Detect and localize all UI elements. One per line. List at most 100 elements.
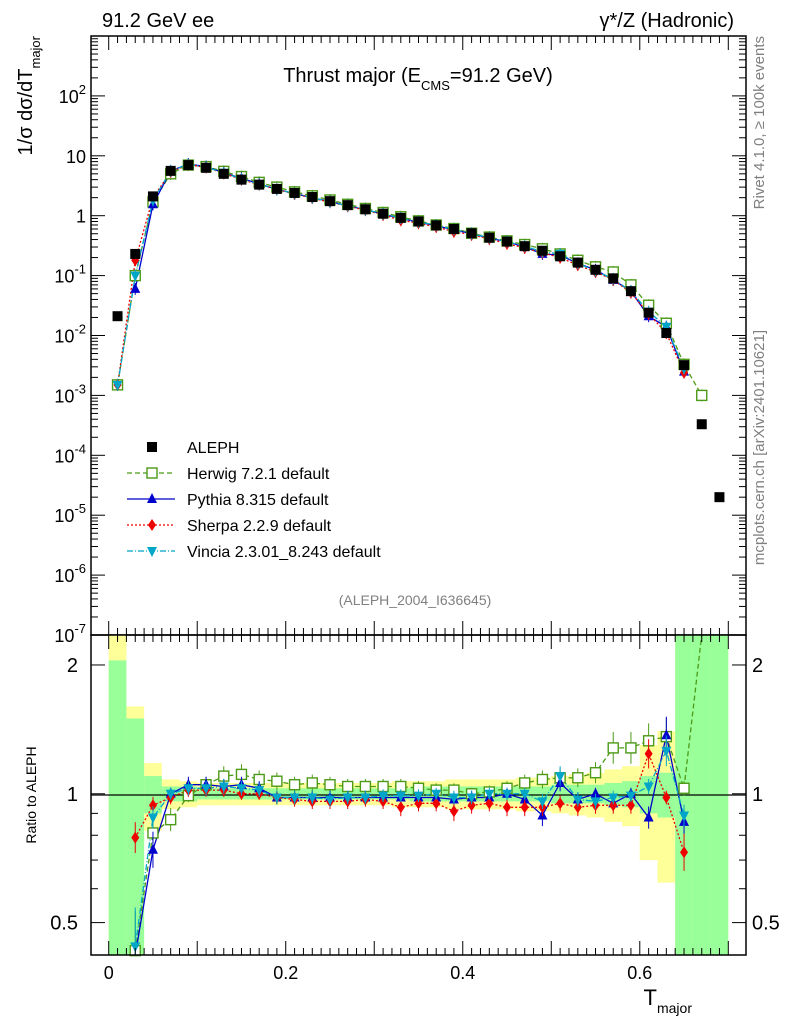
pythia-ratio-point: [590, 787, 601, 798]
vincia-ratio-point: [378, 791, 389, 802]
ratio-ytick-label-left: 0.5: [50, 913, 78, 935]
herwig-ratio-point: [288, 779, 301, 791]
aleph-data-point: [130, 248, 141, 259]
aleph-data-point: [608, 273, 619, 284]
vincia-ratio-point: [537, 797, 548, 808]
aleph-data-point: [254, 179, 265, 190]
aleph-data-point: [413, 216, 424, 227]
vincia-ratio-point: [307, 793, 318, 804]
vincia-ratio-point: [572, 795, 583, 806]
herwig-ratio-point: [589, 767, 602, 779]
pythia-ratio-line: [134, 735, 685, 956]
legend-marker-vincia: [147, 547, 157, 557]
aleph-data-point: [625, 286, 636, 297]
vincia-ratio-point: [218, 782, 229, 793]
sherpa-ratio-point: [131, 831, 140, 844]
ratio-ytick-label-right: 1: [752, 784, 763, 806]
aleph-data-point: [218, 168, 229, 179]
vincia-ratio-point: [466, 793, 477, 804]
vincia-ratio-point: [236, 784, 247, 795]
xtick-label: 0: [104, 963, 114, 983]
herwig-ratio-point: [324, 779, 336, 791]
sherpa-ratio-point: [449, 805, 458, 818]
vincia-ratio-point: [165, 789, 176, 800]
vincia-main-line: [116, 163, 685, 386]
aleph-data-point: [165, 165, 176, 176]
legend-label-sherpa: Sherpa 2.2.9 default: [187, 518, 332, 535]
vincia-ratio-point: [555, 772, 566, 783]
vincia-ratio-point: [661, 746, 672, 757]
ratio-ytick-label-right: 2: [752, 655, 763, 677]
main-ytick-label: 10-4: [54, 441, 86, 466]
ratio-plot-panel: 0 0.2 0.4 0.6 0.5 0.5 1 1 2 2 Ratio to ALEPH Tmaj…: [23, 634, 780, 1016]
vincia-ratio-point: [395, 791, 406, 802]
vincia-ratio-point: [201, 784, 212, 795]
sherpa-ratio-point: [503, 801, 512, 814]
herwig-main-line: [116, 164, 703, 396]
vincia-ratio-point: [289, 793, 300, 804]
sherpa-ratio-point: [556, 797, 565, 810]
vincia-ratio-point: [324, 795, 335, 806]
herwig-ratio-line: [134, 634, 703, 951]
vincia-ratio-point: [590, 797, 601, 808]
sherpa-ratio-point: [680, 846, 689, 859]
aleph-data-point: [201, 162, 212, 173]
aleph-data-point: [484, 232, 495, 243]
herwig-ratio-point: [306, 777, 318, 789]
main-series-layer: [111, 157, 725, 503]
ratio-axis-ticks: 0 0.2 0.4 0.6 0.5 0.5 1 1 2 2: [50, 635, 780, 983]
aleph-data-point: [307, 192, 318, 203]
ratio-frame: [90, 634, 747, 956]
herwig-ratio-point: [536, 773, 549, 786]
xtick-label: 0.2: [273, 963, 298, 983]
herwig-ratio-point: [341, 780, 354, 793]
main-plot-panel: 10-7 10-6 10-5 10-4 10-3 10-2 10-1 1 10 102 Thrus…: [15, 35, 747, 646]
legend-marker-pythia: [147, 493, 157, 503]
aleph-data-point: [183, 160, 194, 171]
aleph-data-point: [679, 360, 690, 371]
vincia-ratio-line: [134, 748, 685, 947]
sherpa-ratio-point: [644, 747, 653, 760]
mcplots-label: mcplots.cern.ch [arXiv:2401.10621]: [751, 330, 768, 565]
main-ytick-label: 102: [59, 82, 86, 107]
legend-marker-sherpa: [148, 519, 156, 531]
aleph-data-point: [466, 228, 477, 239]
pythia-ratio-point: [643, 811, 654, 822]
main-ytick-label: 10-7: [54, 621, 86, 646]
ratio-series-layer: [129, 634, 703, 957]
legend-label-aleph: ALEPH: [187, 440, 239, 457]
vincia-main-point: [661, 322, 672, 333]
vincia-ratio-point: [643, 782, 654, 793]
sherpa-ratio-point: [414, 797, 423, 810]
main-ytick-label: 10-6: [54, 561, 86, 586]
ratio-ytick-label-right: 0.5: [752, 913, 780, 935]
ratio-ytick-label-left: 2: [67, 655, 78, 677]
legend-label-herwig: Herwig 7.2.1 default: [187, 466, 330, 483]
aleph-data-point: [537, 245, 548, 256]
vincia-ratio-point: [183, 784, 194, 795]
vincia-main-point: [112, 380, 123, 391]
herwig-ratio-point: [164, 813, 177, 826]
sherpa-ratio-point: [626, 799, 635, 812]
main-title: Thrust major (ECMS=91.2 GeV): [283, 65, 553, 93]
vincia-ratio-point: [147, 813, 158, 824]
vincia-ratio-point: [271, 793, 282, 804]
aleph-data-point: [236, 174, 247, 185]
rivet-version-label: Rivet 4.1.0, ≥ 100k events: [751, 36, 768, 209]
herwig-ratio-point: [359, 780, 372, 793]
aleph-data-point: [696, 419, 707, 430]
aleph-data-point: [342, 200, 353, 211]
herwig-ratio-point: [625, 742, 637, 754]
aleph-data-point: [572, 257, 583, 268]
main-ytick-label: 10-5: [54, 501, 86, 526]
aleph-data-point: [324, 196, 335, 207]
vincia-ratio-point: [431, 789, 442, 800]
xlabel: Tmajor: [644, 985, 693, 1016]
legend-label-pythia: Pythia 8.315 default: [187, 492, 329, 509]
ratio-band-inner: [108, 660, 127, 955]
vincia-ratio-point: [360, 793, 371, 804]
herwig-ratio-point: [678, 782, 690, 794]
vincia-ratio-point: [519, 789, 530, 800]
sherpa-ratio-point: [573, 801, 582, 814]
vincia-ratio-point: [502, 789, 513, 800]
